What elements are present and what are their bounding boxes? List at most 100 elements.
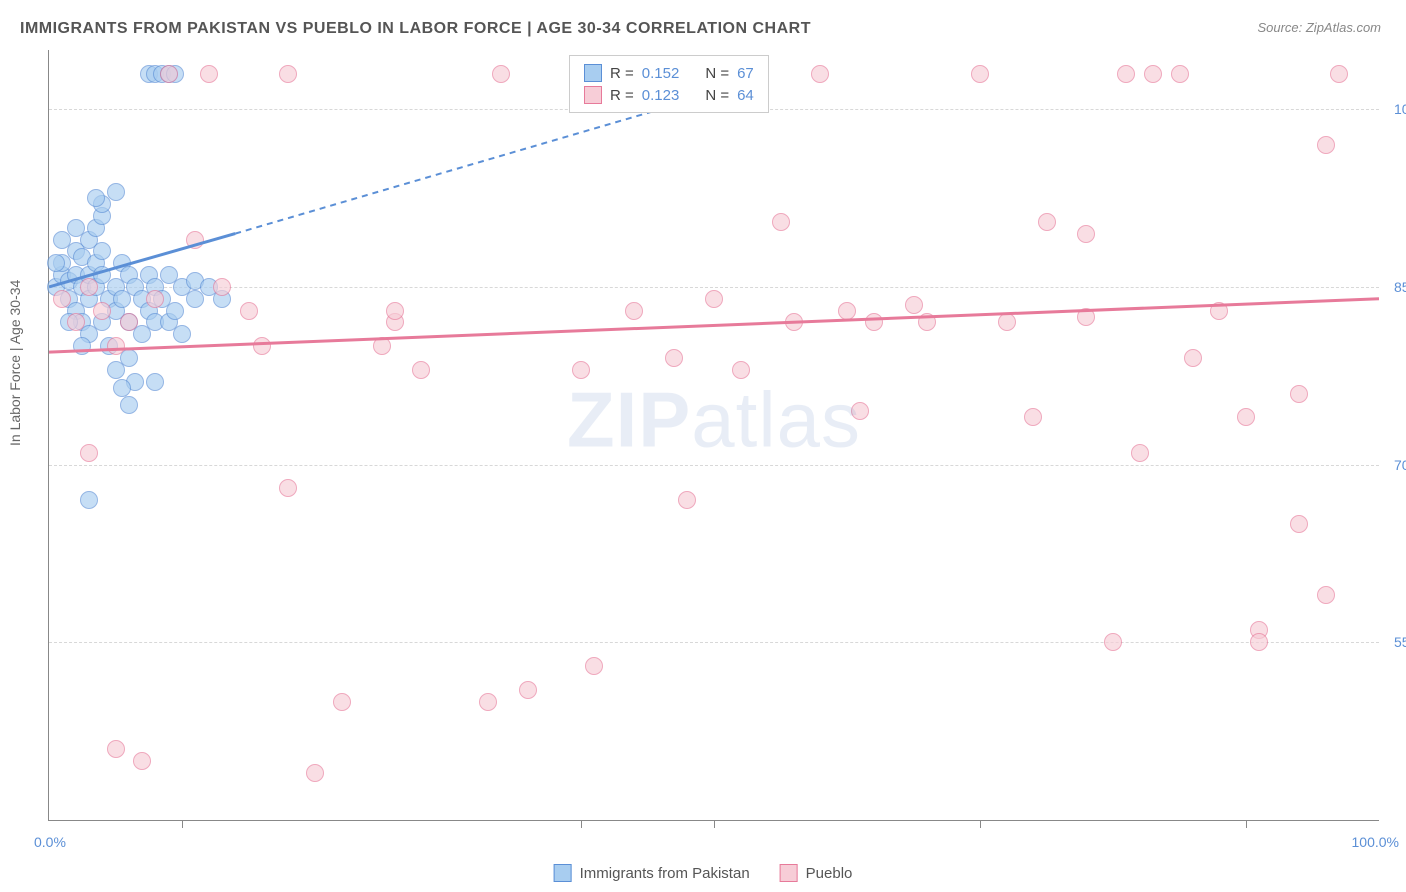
data-point (1144, 65, 1162, 83)
legend-item: Pueblo (780, 864, 853, 882)
data-point (705, 290, 723, 308)
watermark: ZIPatlas (567, 374, 861, 465)
data-point (93, 302, 111, 320)
series-legend: Immigrants from Pakistan Pueblo (554, 864, 853, 882)
data-point (67, 313, 85, 331)
data-point (678, 491, 696, 509)
data-point (386, 302, 404, 320)
data-point (279, 65, 297, 83)
n-label: N = (705, 87, 729, 104)
x-label-max: 100.0% (1352, 834, 1399, 850)
data-point (113, 379, 131, 397)
chart-title: IMMIGRANTS FROM PAKISTAN VS PUEBLO IN LA… (20, 20, 811, 38)
data-point (1077, 308, 1095, 326)
data-point (73, 337, 91, 355)
data-point (240, 302, 258, 320)
data-point (120, 313, 138, 331)
regression-lines (49, 50, 1379, 820)
data-point (47, 254, 65, 272)
data-point (1290, 385, 1308, 403)
data-point (1184, 349, 1202, 367)
data-point (1104, 633, 1122, 651)
y-axis-title: In Labor Force | Age 30-34 (7, 280, 23, 446)
data-point (186, 231, 204, 249)
r-value: 0.152 (642, 65, 680, 82)
data-point (333, 693, 351, 711)
legend-swatch (554, 864, 572, 882)
n-value: 64 (737, 87, 754, 104)
data-point (865, 313, 883, 331)
data-point (80, 491, 98, 509)
stat-legend-row: R = 0.152 N = 67 (584, 62, 754, 84)
legend-swatch (584, 86, 602, 104)
legend-item: Immigrants from Pakistan (554, 864, 750, 882)
data-point (519, 681, 537, 699)
y-tick-label: 70.0% (1384, 457, 1406, 473)
data-point (1171, 65, 1189, 83)
source-label: Source: ZipAtlas.com (1257, 20, 1381, 35)
data-point (479, 693, 497, 711)
x-label-min: 0.0% (34, 834, 66, 850)
data-point (1317, 136, 1335, 154)
data-point (838, 302, 856, 320)
data-point (772, 213, 790, 231)
data-point (1131, 444, 1149, 462)
data-point (1330, 65, 1348, 83)
data-point (373, 337, 391, 355)
data-point (146, 290, 164, 308)
data-point (572, 361, 590, 379)
data-point (80, 444, 98, 462)
data-point (279, 479, 297, 497)
data-point (200, 65, 218, 83)
data-point (905, 296, 923, 314)
data-point (1117, 65, 1135, 83)
chart-plot-area: ZIPatlas R = 0.152 N = 67 R = 0.123 N = 64 55.0… (48, 50, 1379, 821)
data-point (80, 278, 98, 296)
data-point (412, 361, 430, 379)
y-tick-label: 100.0% (1384, 101, 1406, 117)
x-tick (1246, 820, 1247, 828)
data-point (732, 361, 750, 379)
data-point (53, 290, 71, 308)
stat-legend-row: R = 0.123 N = 64 (584, 84, 754, 106)
x-tick (980, 820, 981, 828)
data-point (851, 402, 869, 420)
data-point (998, 313, 1016, 331)
data-point (166, 302, 184, 320)
data-point (107, 337, 125, 355)
gridline: 55.0% (49, 642, 1379, 643)
data-point (665, 349, 683, 367)
data-point (107, 740, 125, 758)
gridline: 70.0% (49, 465, 1379, 466)
data-point (133, 752, 151, 770)
data-point (1077, 225, 1095, 243)
data-point (173, 325, 191, 343)
data-point (1317, 586, 1335, 604)
data-point (146, 373, 164, 391)
data-point (492, 65, 510, 83)
data-point (785, 313, 803, 331)
y-tick-label: 85.0% (1384, 279, 1406, 295)
data-point (811, 65, 829, 83)
gridline: 85.0% (49, 287, 1379, 288)
data-point (120, 396, 138, 414)
data-point (585, 657, 603, 675)
legend-swatch (780, 864, 798, 882)
r-label: R = (610, 65, 634, 82)
n-label: N = (705, 65, 729, 82)
r-value: 0.123 (642, 87, 680, 104)
data-point (160, 65, 178, 83)
data-point (971, 65, 989, 83)
n-value: 67 (737, 65, 754, 82)
stats-legend: R = 0.152 N = 67 R = 0.123 N = 64 (569, 55, 769, 113)
data-point (1250, 633, 1268, 651)
data-point (625, 302, 643, 320)
data-point (1024, 408, 1042, 426)
data-point (253, 337, 271, 355)
r-label: R = (610, 87, 634, 104)
data-point (306, 764, 324, 782)
data-point (1210, 302, 1228, 320)
data-point (918, 313, 936, 331)
legend-label: Immigrants from Pakistan (580, 865, 750, 882)
x-tick (581, 820, 582, 828)
